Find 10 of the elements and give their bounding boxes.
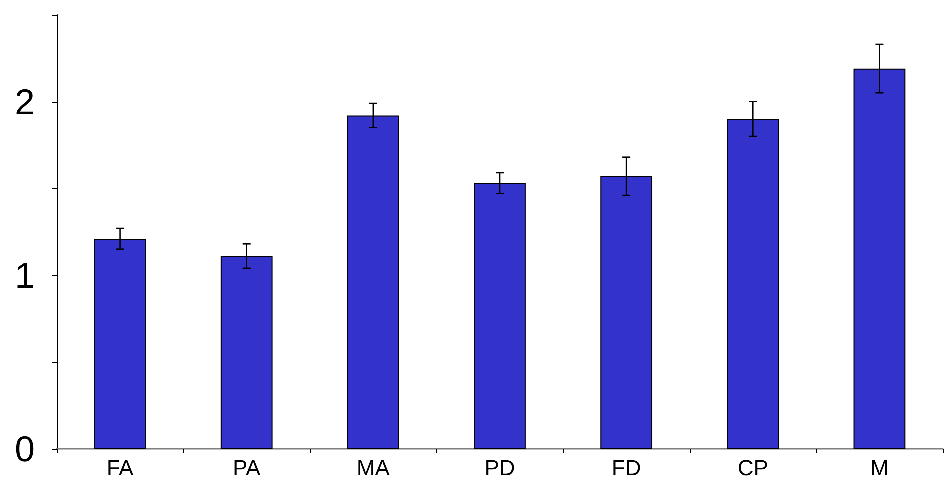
y-tick-label: 0 bbox=[14, 428, 35, 470]
y-tick-label: 1 bbox=[14, 254, 35, 296]
y-tick-label: 2 bbox=[14, 81, 35, 122]
x-tick-label: M bbox=[870, 456, 889, 480]
x-tick-label: MA bbox=[356, 456, 390, 480]
x-tick-label: PA bbox=[233, 456, 262, 480]
x-tick-label: CP bbox=[738, 456, 768, 480]
x-tick-label: PD bbox=[484, 456, 516, 480]
x-tick-label: FD bbox=[612, 456, 642, 480]
x-tick-label: FA bbox=[106, 456, 134, 480]
